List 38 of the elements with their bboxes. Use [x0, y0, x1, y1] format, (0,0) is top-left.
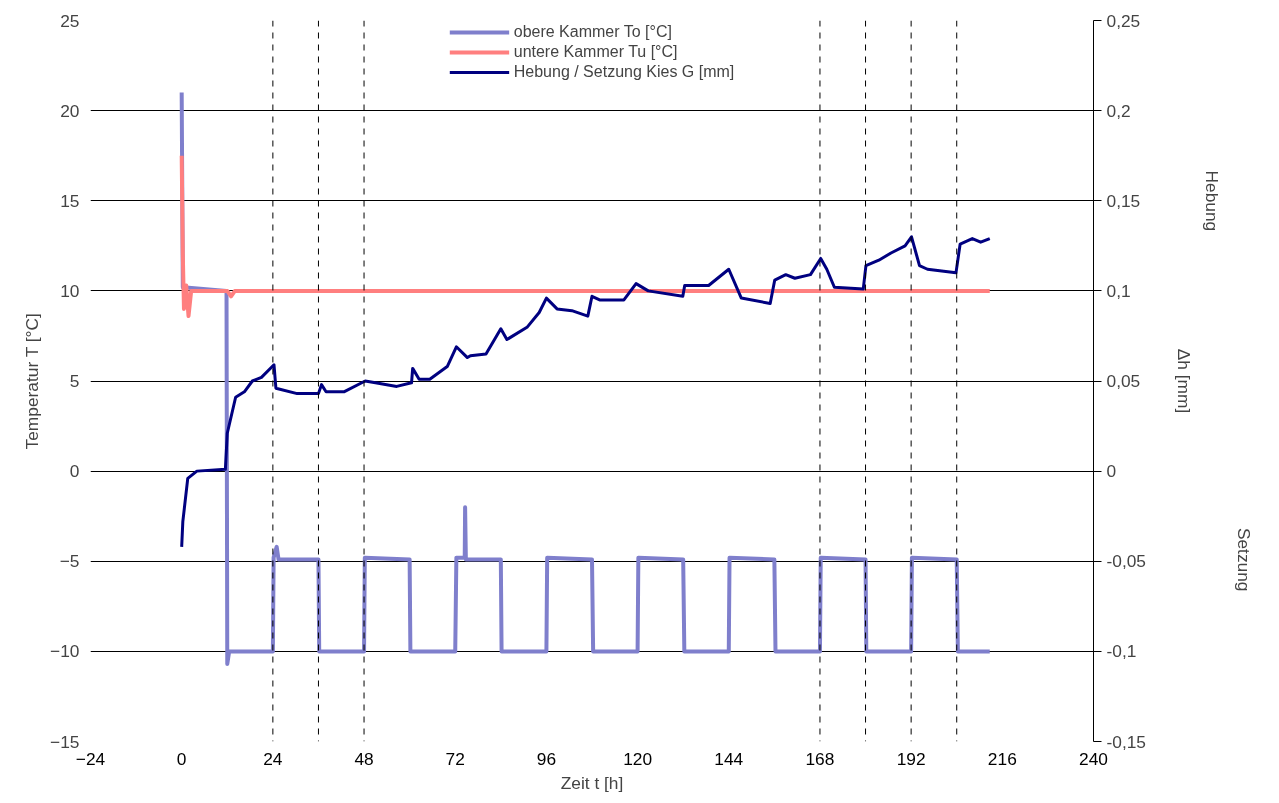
y-tick-label: 25	[60, 10, 80, 31]
x-tick-label: 168	[805, 748, 835, 769]
y-tick-label: 10	[60, 280, 80, 301]
y-tick-label: 5	[69, 371, 80, 391]
x-tick-label: 120	[623, 748, 653, 769]
y-axis-title: Temperatur T [°C]	[22, 313, 43, 450]
legend-label: obere Kammer To [°C]	[513, 23, 672, 41]
x-tick-label: 144	[714, 748, 744, 769]
line-series	[180, 235, 992, 549]
line-series	[179, 153, 992, 319]
x-tick-label: 72	[445, 748, 465, 769]
y-tick-label: 0	[69, 461, 80, 482]
x-tick-label: 240	[1079, 748, 1108, 769]
x-tick-label: 96	[536, 748, 557, 769]
y2-tick-label: 0,2	[1106, 100, 1131, 121]
y2-tick-label: 0	[1106, 461, 1117, 482]
legend-label: Hebung / Setzung Kies G [mm]	[513, 63, 735, 81]
y2-tick-label: -0,1	[1106, 641, 1137, 662]
y-tick-label: −5	[59, 551, 80, 572]
y2-tick-label: -0,05	[1106, 551, 1146, 572]
y2-tick-label: 0,25	[1106, 10, 1141, 31]
x-axis-title: Zeit t [h]	[560, 772, 624, 793]
y-tick-label: 15	[60, 190, 80, 211]
y2-tick-label: 0,15	[1106, 190, 1141, 211]
y-tick-label: 20	[60, 100, 80, 121]
x-tick-label: 192	[896, 748, 926, 769]
text: Setzung	[1233, 527, 1254, 592]
y2-tick-label: 0,05	[1106, 371, 1141, 391]
x-tick-label: 24	[263, 748, 283, 769]
legend-label: untere Kammer Tu [°C]	[513, 43, 678, 61]
y2-tick-label: 0,1	[1106, 280, 1131, 301]
y-tick-label: −10	[50, 641, 80, 662]
x-tick-label: 48	[354, 748, 374, 769]
x-tick-label: 0	[176, 748, 187, 769]
x-tick-label: 216	[987, 748, 1017, 769]
text: Hebung	[1201, 170, 1222, 232]
y2-tick-label: -0,15	[1106, 731, 1146, 752]
y2-axis-title: Δh [mm]	[1174, 348, 1194, 414]
